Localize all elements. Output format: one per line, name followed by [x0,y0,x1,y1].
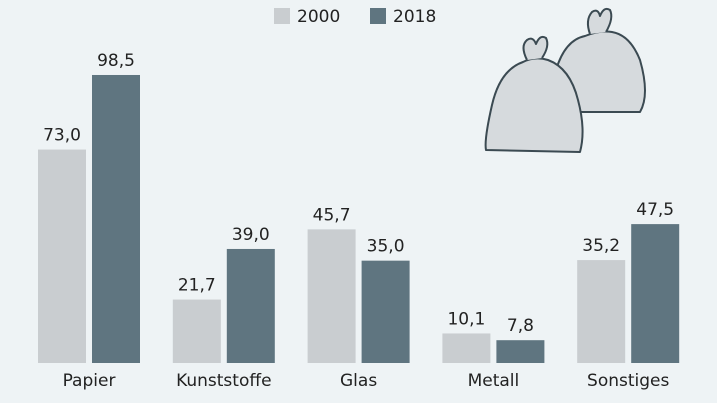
x-tick-label: Sonstiges [587,371,669,391]
value-label: 21,7 [178,276,216,296]
bar [442,333,491,363]
value-label: 35,2 [582,236,620,256]
value-label: 45,7 [313,205,351,225]
value-label: 47,5 [636,200,674,220]
legend-label: 2000 [297,7,340,27]
value-label: 10,1 [447,309,485,329]
bar [496,340,545,363]
bar [172,299,221,363]
bar [226,248,275,363]
value-label: 7,8 [507,316,534,336]
x-tick-label: Papier [63,371,116,391]
value-label: 35,0 [367,237,405,257]
bar [631,224,680,363]
bag-icon [484,7,646,153]
bar [92,74,140,364]
legend-label: 2018 [393,7,436,27]
legend-swatch [274,8,290,24]
x-tick-label: Kunststoffe [176,371,271,391]
bar [361,260,410,363]
value-label: 98,5 [97,51,135,71]
legend-swatch [370,8,386,24]
x-tick-label: Glas [340,371,377,391]
bar [577,260,626,363]
bar [307,229,356,363]
value-label: 73,0 [43,126,81,146]
bar [38,149,86,363]
x-tick-label: Metall [468,371,520,391]
value-label: 39,0 [232,225,270,245]
